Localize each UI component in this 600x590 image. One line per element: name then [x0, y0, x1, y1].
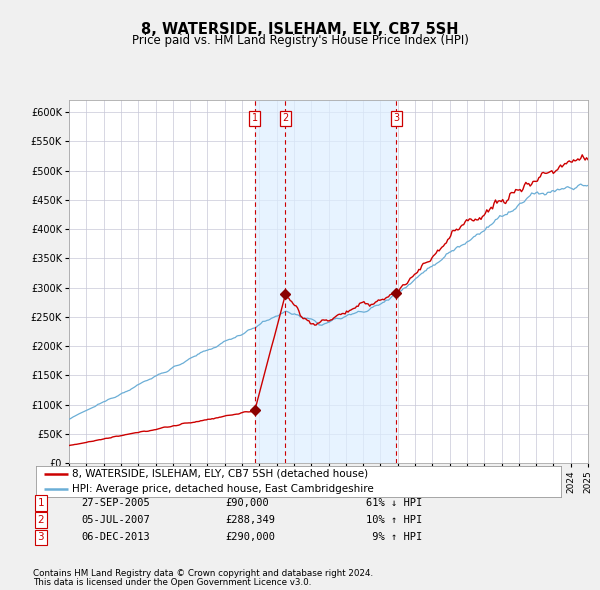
- Text: HPI: Average price, detached house, East Cambridgeshire: HPI: Average price, detached house, East…: [72, 484, 373, 494]
- Text: 27-SEP-2005: 27-SEP-2005: [81, 499, 150, 508]
- Text: 1: 1: [37, 499, 44, 508]
- Text: Price paid vs. HM Land Registry's House Price Index (HPI): Price paid vs. HM Land Registry's House …: [131, 34, 469, 47]
- Text: 8, WATERSIDE, ISLEHAM, ELY, CB7 5SH (detached house): 8, WATERSIDE, ISLEHAM, ELY, CB7 5SH (det…: [72, 469, 368, 478]
- Bar: [255, 100, 397, 463]
- Text: 06-DEC-2013: 06-DEC-2013: [81, 533, 150, 542]
- Text: 2: 2: [282, 113, 289, 123]
- Text: £290,000: £290,000: [225, 533, 275, 542]
- Text: £288,349: £288,349: [225, 516, 275, 525]
- Text: 61% ↓ HPI: 61% ↓ HPI: [366, 499, 422, 508]
- Text: This data is licensed under the Open Government Licence v3.0.: This data is licensed under the Open Gov…: [33, 578, 311, 587]
- Text: 1: 1: [252, 113, 258, 123]
- Text: 2: 2: [37, 516, 44, 525]
- Text: £90,000: £90,000: [225, 499, 269, 508]
- Text: 3: 3: [393, 113, 400, 123]
- Text: 3: 3: [37, 533, 44, 542]
- Text: 9% ↑ HPI: 9% ↑ HPI: [366, 533, 422, 542]
- Text: 05-JUL-2007: 05-JUL-2007: [81, 516, 150, 525]
- Text: 8, WATERSIDE, ISLEHAM, ELY, CB7 5SH: 8, WATERSIDE, ISLEHAM, ELY, CB7 5SH: [141, 22, 459, 37]
- Text: Contains HM Land Registry data © Crown copyright and database right 2024.: Contains HM Land Registry data © Crown c…: [33, 569, 373, 578]
- Text: 10% ↑ HPI: 10% ↑ HPI: [366, 516, 422, 525]
